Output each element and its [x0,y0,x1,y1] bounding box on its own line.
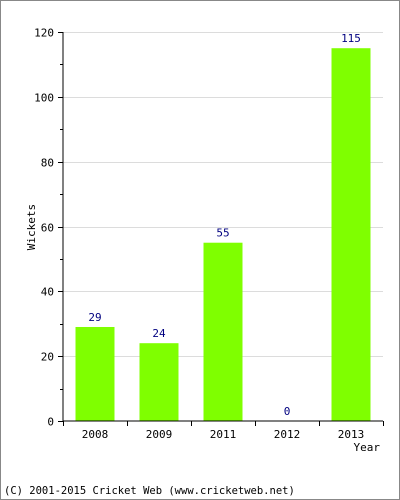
data-labels: 29 24 55 0 115 [88,32,361,418]
x-tick-label: 2008 [82,428,109,441]
y-tick-label: 0 [47,416,54,429]
x-tick-label: 2009 [146,428,173,441]
x-tick-label: 2012 [274,428,301,441]
bar-2008 [75,326,115,421]
data-label-2008: 29 [88,311,101,324]
x-tick-label: 2013 [338,428,365,441]
data-label-2011: 55 [216,227,229,240]
y-tick-label: 100 [34,92,54,105]
bar-2011 [203,242,243,421]
copyright-footer: (C) 2001-2015 Cricket Web (www.cricketwe… [4,485,295,497]
y-tick-label: 40 [41,286,54,299]
bar-2009 [139,343,179,421]
data-label-2009: 24 [152,327,166,340]
bar-2013 [331,48,371,421]
y-axis-title: Wickets [25,204,38,250]
y-tick-label: 80 [41,157,54,170]
x-ticks: 2008 2009 2011 2012 2013 [63,421,384,441]
y-tick-label: 120 [34,27,54,40]
data-label-2012: 0 [284,405,291,418]
x-tick-label: 2011 [210,428,237,441]
y-tick-label: 60 [41,222,54,235]
y-tick-label: 20 [41,351,54,364]
bars [75,48,371,421]
y-ticks: 0 20 40 60 80 100 120 [34,27,63,429]
grid [63,32,383,357]
x-axis-title: Year [354,441,381,454]
data-label-2013: 115 [341,32,361,45]
